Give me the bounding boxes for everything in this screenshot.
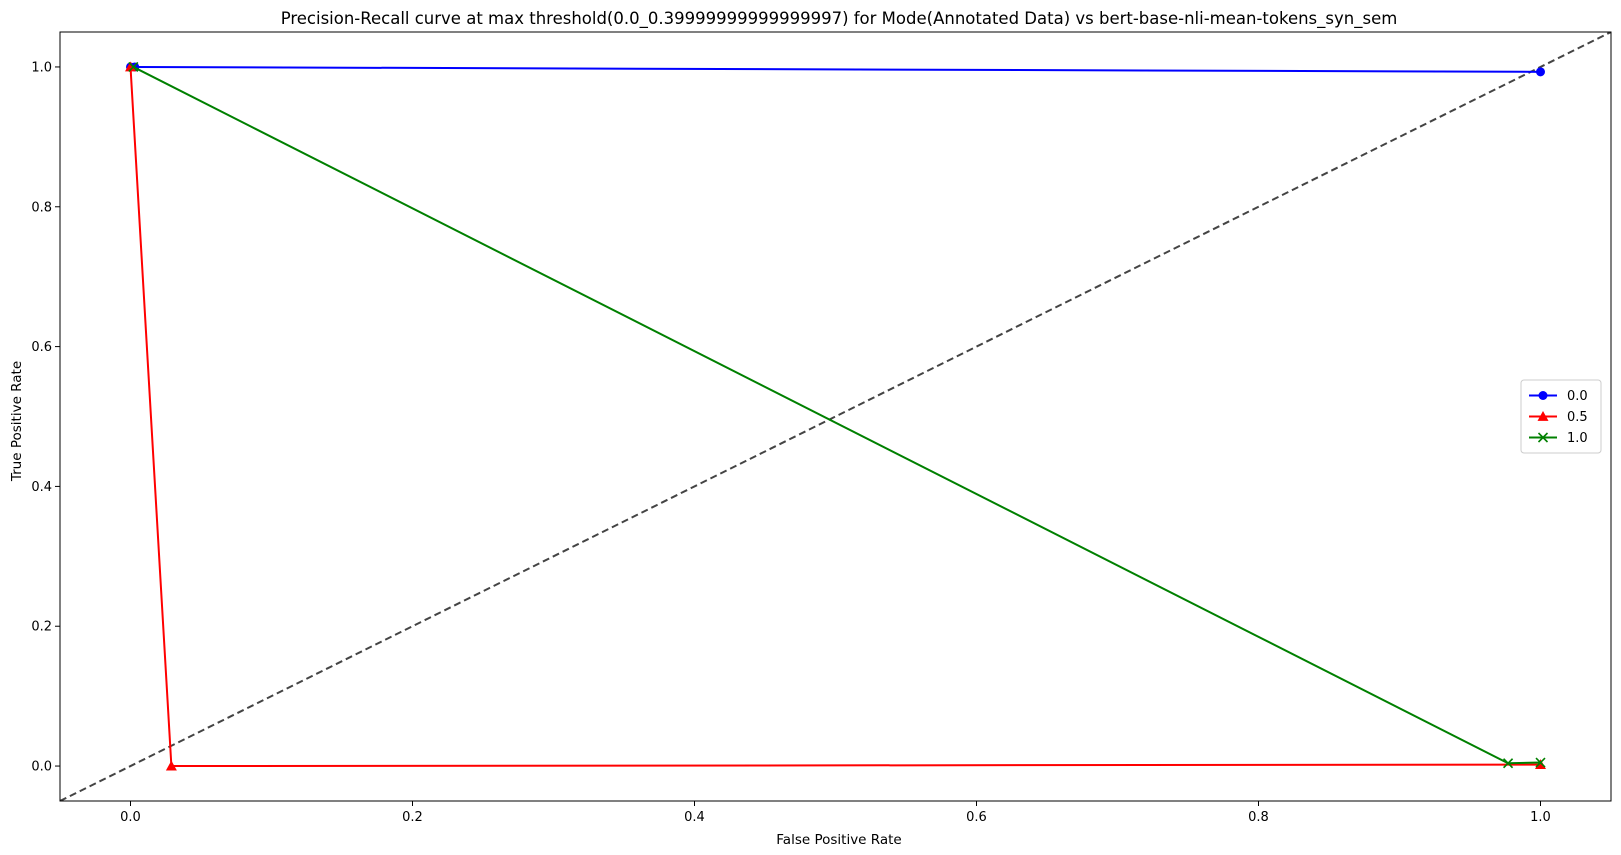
x-tick-label: 0.0 (120, 810, 141, 825)
data-point-0.5-1 (165, 760, 177, 771)
series-1.0 (128, 61, 1546, 769)
y-tick-label: 0.8 (31, 200, 52, 215)
legend-label-0.0: 0.0 (1567, 389, 1588, 404)
data-point-1.0-2 (1535, 757, 1546, 768)
plot-area (60, 32, 1611, 801)
y-axis-label: True Positive Rate (9, 361, 25, 482)
plot-frame (59, 31, 1612, 802)
data-point-0.5-0 (125, 61, 136, 72)
data-point-1.0-1 (1503, 758, 1514, 769)
x-tick-label: 1.0 (1530, 810, 1551, 825)
x-axis-label: False Positive Rate (776, 832, 901, 848)
legend-marker-1.0-stroke-b (1537, 432, 1549, 443)
data-point-1.0-2-stroke-b (1535, 757, 1546, 768)
y-tick-label: 0.4 (31, 480, 52, 495)
diagonal-reference-line (60, 32, 1611, 801)
legend: 0.0 0.5 1.0 (1520, 379, 1602, 454)
x-tick-label: 0.2 (402, 810, 423, 825)
y-tick-label: 0.2 (31, 620, 52, 635)
legend-label-1.0: 1.0 (1567, 431, 1588, 446)
chart-title: Precision-Recall curve at max threshold(… (281, 9, 1398, 29)
data-point-1.0-0 (128, 61, 139, 73)
axis-ticks: 0.0 0.2 0.4 0.6 0.8 1.0 0.0 0.2 0.4 0.6 0.8 1.0 (31, 60, 1551, 825)
data-point-0.5-2 (1535, 759, 1546, 770)
legend-marker-0.0 (1538, 391, 1548, 400)
x-tick-label: 0.4 (684, 810, 705, 825)
y-tick-label: 1.0 (31, 60, 52, 75)
y-tick-label: 0.6 (31, 340, 52, 355)
legend-marker-0.5 (1537, 411, 1549, 421)
data-point-0.0-2 (1536, 67, 1545, 77)
x-tick-label: 0.8 (1248, 810, 1269, 825)
legend-label-0.5: 0.5 (1567, 410, 1588, 425)
legend-marker-1.0 (1537, 432, 1549, 443)
x-tick-label: 0.6 (966, 810, 987, 825)
series-0.5 (125, 61, 1546, 771)
data-point-1.0-0-stroke-b (128, 61, 139, 73)
y-tick-label: 0.0 (31, 760, 52, 775)
data-point-1.0-1-stroke-b (1503, 758, 1514, 769)
